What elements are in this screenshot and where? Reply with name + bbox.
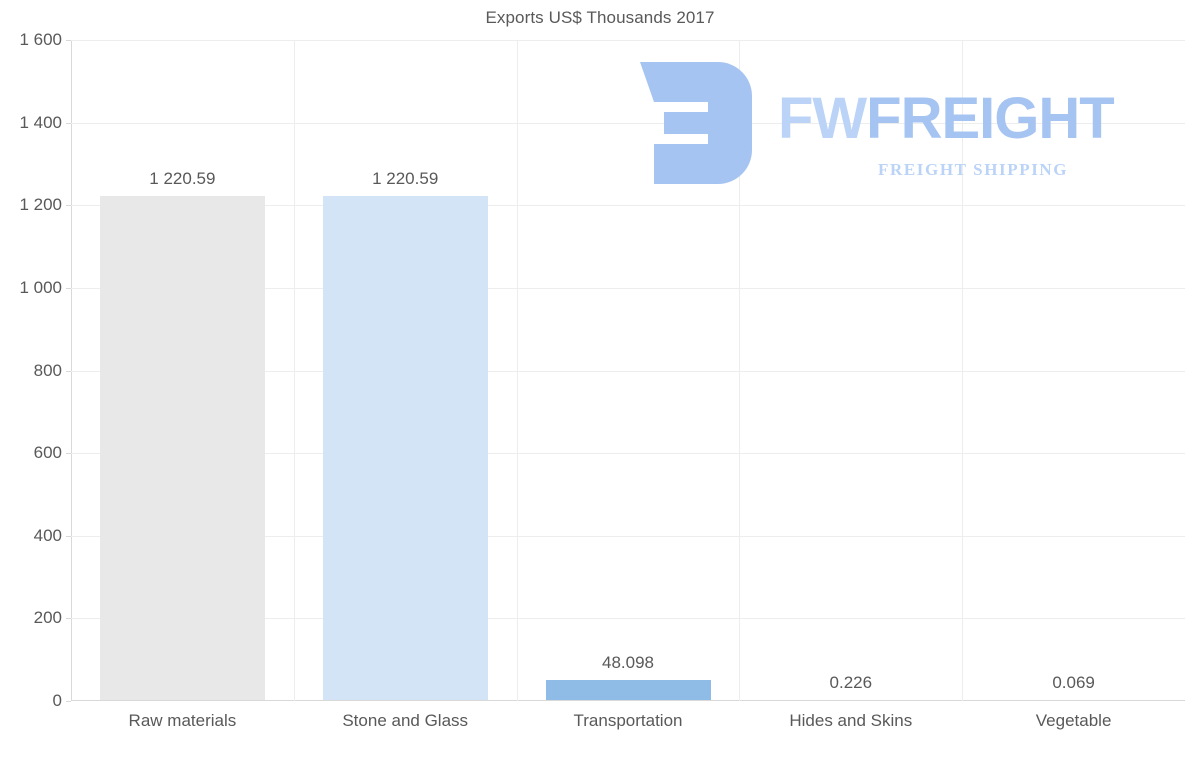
- x-axis-category-label: Hides and Skins: [789, 711, 913, 730]
- x-axis-category-label: Transportation: [573, 711, 683, 730]
- y-axis-tick: [66, 701, 71, 702]
- gridline-horizontal: [71, 122, 1185, 124]
- gridline-horizontal: [71, 205, 1185, 207]
- y-axis-tick: [66, 205, 71, 207]
- x-axis-labels: Raw materials Stone and Glass Transportati…: [71, 707, 1185, 747]
- y-axis-tick-label: 600: [33, 443, 62, 463]
- x-axis-category-label: Raw materials: [128, 711, 237, 730]
- bar[interactable]: [99, 195, 265, 700]
- y-axis-tick: [66, 535, 71, 537]
- y-axis-tick-label: 1 200: [19, 195, 62, 215]
- y-axis-tick-label: 0: [52, 691, 62, 710]
- chart-title: Exports US$ Thousands 2017: [485, 8, 715, 27]
- y-axis-labels: 0 200 400 600 800 1 000 1 200 1 400 1 600: [0, 30, 62, 710]
- bar-value-label: 0.226: [829, 672, 873, 692]
- y-axis-tick: [66, 122, 71, 124]
- gridline-vertical: [294, 40, 295, 701]
- y-axis-tick-label: 200: [33, 608, 62, 628]
- y-axis-tick-label: 800: [33, 360, 62, 380]
- plot-area: 1 220.59 1 220.59 48.098 0.226 0.069: [66, 40, 1185, 702]
- bar-value-label: 0.069: [1052, 672, 1095, 692]
- gridline-horizontal: [71, 40, 1185, 41]
- y-axis-tick-label: 1 000: [19, 277, 62, 297]
- bar-value-label: 1 220.59: [372, 168, 439, 188]
- gridline-horizontal: [71, 453, 1185, 455]
- gridline-horizontal: [71, 287, 1185, 289]
- gridline-horizontal: [71, 535, 1185, 537]
- bar-value-label: 48.098: [601, 653, 654, 673]
- gridline-horizontal: [71, 618, 1185, 620]
- bar-value-label: 1 220.59: [149, 168, 216, 188]
- x-axis-category-label: Stone and Glass: [342, 711, 469, 730]
- x-axis-category-label: Vegetable: [1035, 711, 1112, 730]
- x-axis-line: [71, 700, 1185, 701]
- bar[interactable]: [322, 195, 488, 700]
- gridline-horizontal: [71, 370, 1185, 372]
- y-axis-tick-label: 400: [33, 525, 62, 545]
- y-axis-tick: [66, 618, 71, 620]
- y-axis-tick: [66, 453, 71, 455]
- gridline-vertical: [739, 40, 740, 701]
- gridline-vertical: [517, 40, 518, 701]
- y-axis-tick-label: 1 400: [19, 112, 62, 132]
- y-axis-tick: [66, 370, 71, 372]
- gridline-vertical: [962, 40, 963, 701]
- bar[interactable]: [545, 680, 711, 700]
- y-axis-tick: [66, 40, 71, 41]
- y-axis-tick: [66, 287, 71, 289]
- y-axis-tick-label: 1 600: [19, 30, 62, 49]
